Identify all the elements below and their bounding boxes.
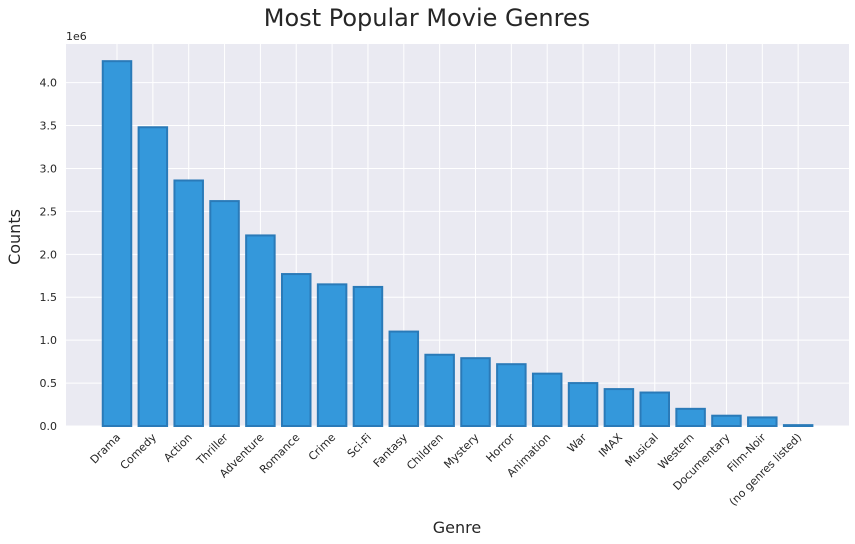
y-tick-label: 1.5 bbox=[40, 291, 58, 304]
bar-film-noir bbox=[747, 416, 778, 428]
y-axis-label: Counts bbox=[5, 209, 24, 265]
x-tick-label: Action bbox=[161, 431, 195, 465]
x-tick-label: Crime bbox=[306, 431, 339, 464]
x-tick-label: IMAX bbox=[596, 431, 625, 460]
y-tick-labels: 0.0 0.5 1.0 1.5 2.0 2.5 3.0 3.5 4.0 bbox=[40, 77, 58, 433]
y-tick-label: 4.0 bbox=[40, 77, 58, 90]
x-tick-label: Horror bbox=[484, 431, 518, 465]
bar-action bbox=[173, 179, 204, 427]
x-tick-label: Comedy bbox=[118, 431, 160, 473]
y-tick-label: 3.5 bbox=[40, 120, 58, 133]
x-tick-label: Sci-Fi bbox=[345, 431, 374, 460]
bar-documentary bbox=[711, 414, 742, 428]
y-tick-label: 0.5 bbox=[40, 377, 58, 390]
y-tick-label: 2.0 bbox=[40, 248, 58, 261]
bar-war bbox=[567, 382, 599, 427]
bar-thriller bbox=[209, 200, 240, 427]
bar-sci-fi bbox=[352, 285, 384, 428]
bar-animation bbox=[531, 372, 563, 427]
bar-musical bbox=[639, 391, 670, 428]
y-tick-label: 3.0 bbox=[40, 162, 58, 175]
bar-adventure bbox=[245, 234, 276, 427]
bar-crime bbox=[316, 283, 348, 427]
bar-mystery bbox=[460, 357, 491, 427]
bar-comedy bbox=[137, 126, 169, 427]
x-tick-label: Mystery bbox=[441, 431, 482, 472]
x-tick-label: Children bbox=[404, 431, 446, 473]
bar-drama bbox=[101, 60, 133, 427]
y-offset-label: 1e6 bbox=[66, 30, 87, 43]
bar-imax bbox=[603, 388, 635, 428]
x-tick-label: War bbox=[565, 431, 590, 456]
bar-children bbox=[424, 353, 455, 427]
y-tick-label: 2.5 bbox=[40, 205, 58, 218]
bars bbox=[101, 60, 814, 428]
bar-fantasy bbox=[388, 330, 420, 427]
bar-romance bbox=[281, 273, 312, 428]
y-tick-label: 1.0 bbox=[40, 334, 58, 347]
y-tick-label: 0.0 bbox=[40, 420, 58, 433]
chart-title: Most Popular Movie Genres bbox=[264, 4, 590, 32]
x-tick-label: Drama bbox=[88, 431, 123, 466]
bar-western bbox=[675, 407, 706, 427]
bar-horror bbox=[496, 363, 527, 428]
x-axis-label: Genre bbox=[433, 518, 481, 537]
bar-no-genres-listed bbox=[782, 424, 814, 427]
